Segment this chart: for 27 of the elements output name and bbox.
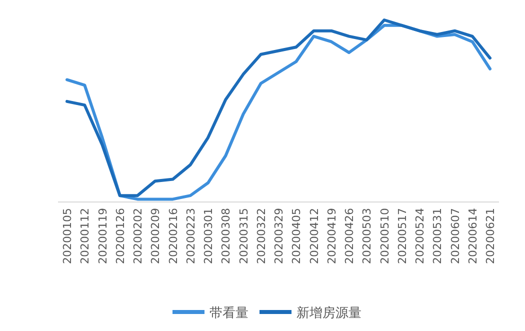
- x-tick-label: 20200202: [132, 208, 144, 264]
- x-tick-label: 20200510: [378, 208, 392, 264]
- x-tick-label: 20200426: [343, 208, 356, 264]
- legend-label: 带看量: [210, 306, 248, 321]
- x-tick-label: 20200105: [61, 208, 74, 264]
- x-tick-label: 20200412: [308, 208, 321, 264]
- legend-label: 新增房源量: [296, 305, 362, 321]
- x-tick-label: 20200308: [220, 208, 233, 264]
- x-tick-label: 20200405: [290, 208, 304, 264]
- x-tick-label: 20200329: [272, 208, 286, 264]
- x-tick-label: 20200531: [431, 208, 444, 264]
- x-tick-label: 20200419: [325, 208, 338, 264]
- x-tick-label: 20200216: [166, 208, 180, 264]
- x-tick-label: 20200301: [202, 208, 215, 264]
- x-tick-label: 20200112: [78, 208, 92, 264]
- x-tick-label: 20200524: [414, 208, 426, 264]
- x-tick-label: 20200614: [466, 208, 480, 264]
- x-tick-label: 20200607: [448, 208, 462, 264]
- x-tick-label: 20200322: [254, 208, 268, 264]
- x-tick-label: 20200209: [149, 208, 162, 264]
- x-tick-label: 20200621: [484, 208, 497, 264]
- x-tick-label: 20200517: [396, 208, 409, 264]
- x-tick-label: 20200126: [114, 208, 127, 264]
- x-tick-label: 20200223: [184, 208, 198, 264]
- x-tick-label: 20200503: [360, 208, 374, 264]
- x-tick-label: 20200119: [96, 208, 110, 264]
- x-tick-label: 20200315: [237, 208, 250, 264]
